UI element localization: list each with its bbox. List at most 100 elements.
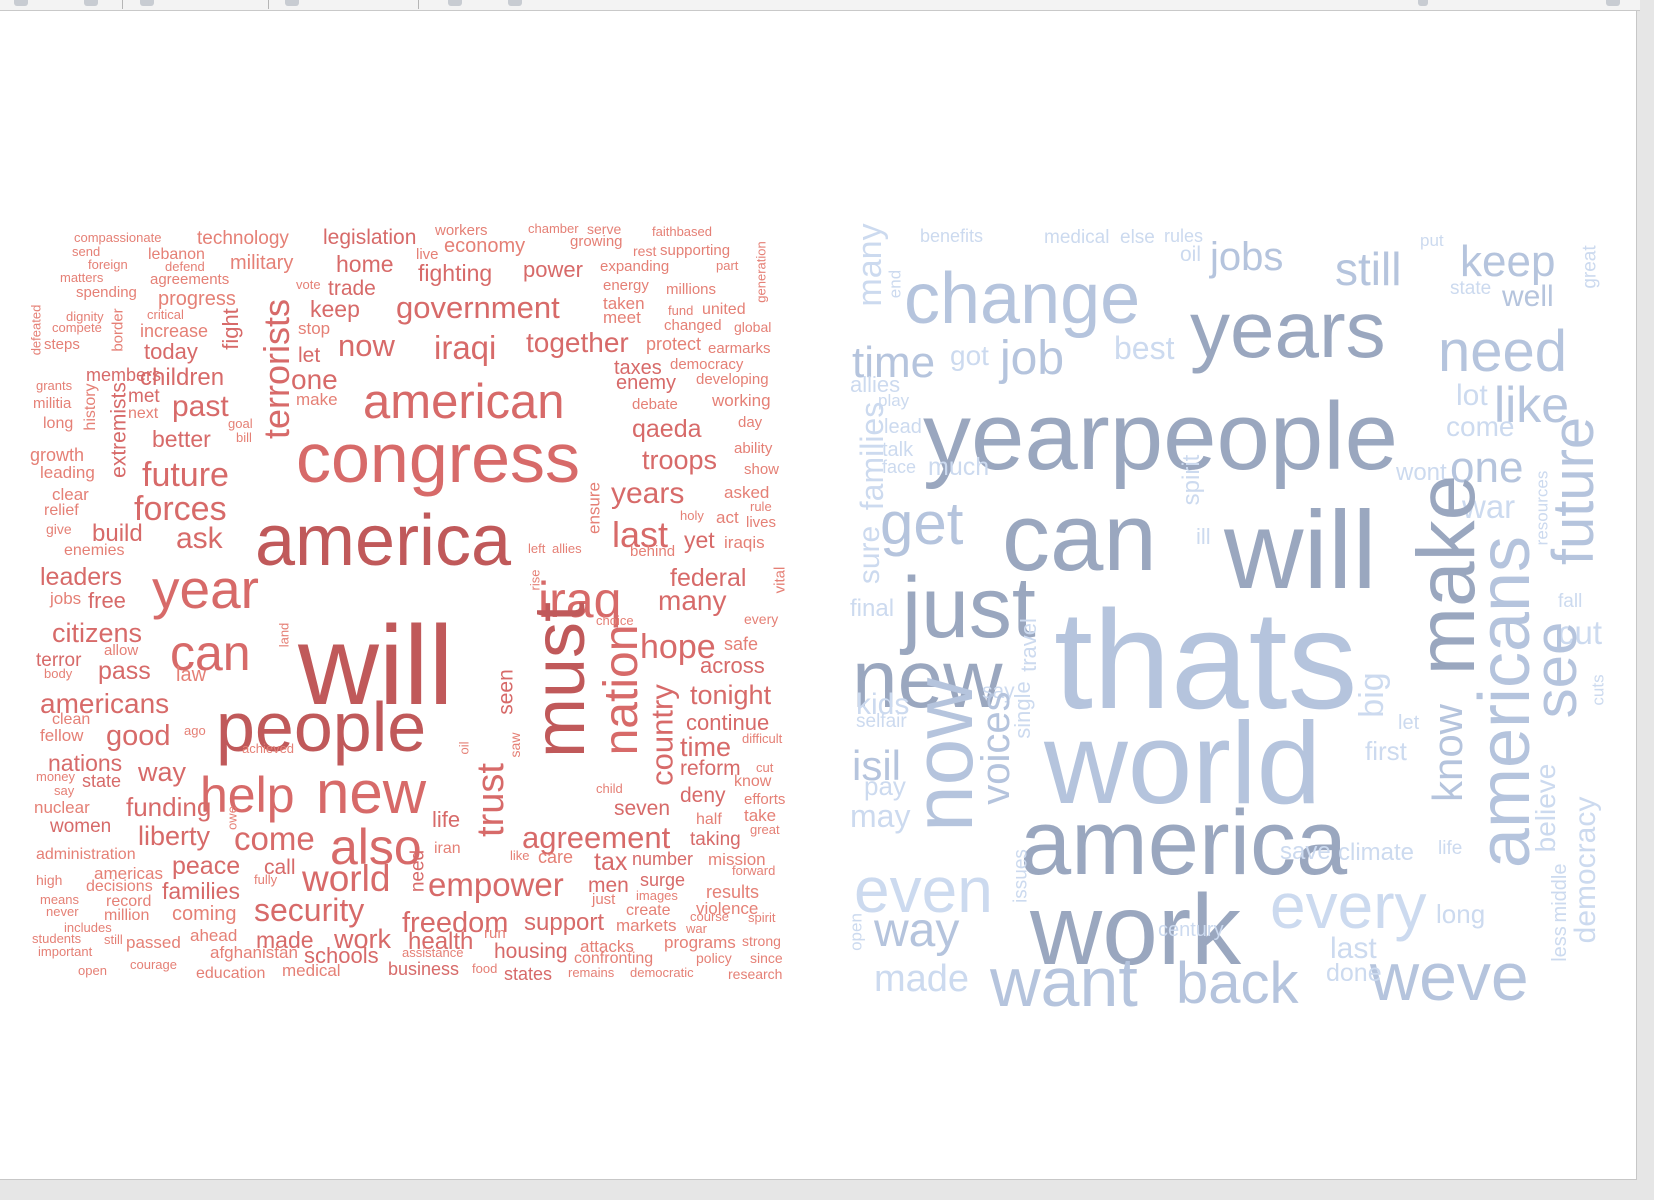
left-cloud-word: call: [264, 856, 296, 879]
window-control-icon[interactable]: [1418, 0, 1428, 6]
left-cloud-word: administration: [36, 846, 136, 863]
right-cloud-word: change: [904, 259, 1141, 339]
left-cloud-word: passed: [126, 933, 181, 952]
left-cloud-word: fellow: [40, 726, 84, 745]
left-cloud-word: images: [636, 888, 678, 903]
left-cloud-word: serve: [587, 221, 622, 237]
left-cloud-word: holy: [680, 508, 704, 523]
left-cloud-word: military: [230, 252, 294, 274]
left-cloud-word: will: [298, 603, 454, 728]
left-cloud-word: cut: [756, 760, 774, 775]
left-cloud-word: vote: [296, 277, 321, 292]
left-cloud-word: good: [106, 720, 171, 752]
left-cloud-word: choice: [596, 613, 634, 628]
left-cloud-word: still: [104, 932, 123, 947]
left-cloud-word: medical: [282, 961, 341, 980]
right-cloud-word: less: [1549, 926, 1571, 962]
left-cloud-word: working: [712, 391, 771, 410]
right-cloud-word: lot: [1456, 379, 1488, 412]
left-cloud-word: agreement: [522, 820, 671, 855]
left-cloud-word: matters: [60, 270, 104, 285]
left-cloud-word: federal: [670, 564, 747, 592]
right-cloud-word: every: [1270, 870, 1427, 942]
right-cloud-word: middle: [1549, 863, 1571, 923]
left-cloud-word: body: [44, 666, 73, 681]
left-cloud-word: defend: [165, 259, 205, 274]
left-cloud-word: land: [276, 622, 292, 648]
left-cloud-word: pass: [98, 657, 151, 685]
left-cloud-word: leaders: [40, 563, 122, 591]
left-cloud-word: strong: [742, 933, 781, 949]
left-cloud-word: faithbased: [652, 224, 712, 239]
left-cloud-word: extremists: [107, 382, 131, 478]
left-cloud-word: supporting: [660, 242, 731, 259]
left-cloud-word: bill: [236, 430, 252, 445]
left-cloud-word: oil: [456, 741, 472, 755]
save-icon[interactable]: [448, 0, 462, 6]
left-cloud-word: need: [407, 849, 429, 893]
left-cloud-word: trade: [328, 277, 376, 300]
left-cloud-word: money: [36, 769, 76, 784]
left-cloud-word: way: [138, 757, 187, 787]
left-cloud-word: child: [596, 781, 623, 796]
left-cloud-word: american: [363, 375, 565, 429]
left-cloud-word: increase: [140, 321, 209, 341]
right-cloud-word: long: [1436, 899, 1486, 929]
right-cloud-word: issues: [1010, 849, 1032, 903]
print-icon[interactable]: [140, 0, 154, 6]
back-icon[interactable]: [14, 0, 28, 6]
left-cloud-word: ago: [184, 723, 206, 738]
right-cloud-word: even: [854, 854, 993, 926]
left-cloud-word: remains: [568, 965, 615, 980]
right-cloud-word: medical: [1044, 227, 1110, 248]
left-cloud-word: course: [690, 909, 730, 924]
left-cloud-word: militia: [33, 395, 72, 412]
left-cloud-word: half: [696, 811, 722, 828]
right-cloud-word: oil: [1180, 243, 1202, 266]
left-cloud-word: taking: [690, 829, 741, 850]
left-cloud-word: fund: [668, 303, 694, 318]
right-cloud-word: climate: [1338, 839, 1415, 866]
right-cloud-word: wont: [1396, 459, 1447, 486]
right-cloud-word: may: [850, 798, 911, 834]
left-cloud-word: families: [162, 878, 240, 904]
left-cloud-word: steps: [44, 336, 80, 353]
left-cloud-word: keep: [310, 296, 360, 322]
left-cloud-word: peace: [172, 852, 241, 880]
left-cloud-word: debate: [632, 396, 678, 413]
left-cloud-word: achieved: [242, 741, 295, 756]
left-cloud-word: freedom: [402, 907, 509, 939]
right-cloud-word: yearpeople: [923, 383, 1399, 490]
left-cloud-word: give: [46, 521, 72, 537]
toolbar-separator: [418, 0, 419, 9]
document-icon[interactable]: [285, 0, 299, 6]
left-cloud-word: taxes: [614, 357, 662, 379]
right-cloud-word: work: [1030, 874, 1242, 986]
left-cloud-word: long: [43, 415, 74, 432]
left-cloud-word: ability: [734, 440, 773, 457]
left-cloud-word: defeated: [28, 304, 44, 356]
plot-canvas: compassionate technology legislation worker…: [0, 11, 1637, 1180]
right-cloud-word: allies: [850, 372, 901, 397]
edit-icon[interactable]: [508, 0, 522, 6]
left-cloud-word: americas: [94, 864, 163, 883]
left-cloud-word: saw: [507, 732, 523, 758]
left-cloud-word: earmarks: [708, 340, 771, 357]
settings-icon[interactable]: [1606, 0, 1620, 6]
left-cloud-word: yet: [684, 527, 715, 553]
left-cloud-word: forces: [134, 490, 227, 528]
left-cloud-word: qaeda: [632, 415, 702, 443]
right-cloud-word: made: [874, 958, 970, 1000]
right-cloud-word: weve: [1370, 939, 1529, 1015]
right-cloud-word: cuts: [1588, 674, 1608, 706]
left-cloud-word: iraqis: [724, 533, 765, 552]
left-cloud-word: growing: [570, 233, 623, 250]
left-cloud-word: year: [152, 558, 259, 620]
forward-icon[interactable]: [84, 0, 98, 6]
left-cloud-word: surge: [640, 870, 686, 890]
left-cloud-word: rule: [750, 499, 772, 514]
right-cloud-word: job: [1000, 332, 1065, 385]
vertical-scrollbar[interactable]: [1638, 11, 1654, 1200]
left-cloud-word: just: [592, 891, 616, 908]
left-cloud-word: together: [526, 327, 629, 358]
